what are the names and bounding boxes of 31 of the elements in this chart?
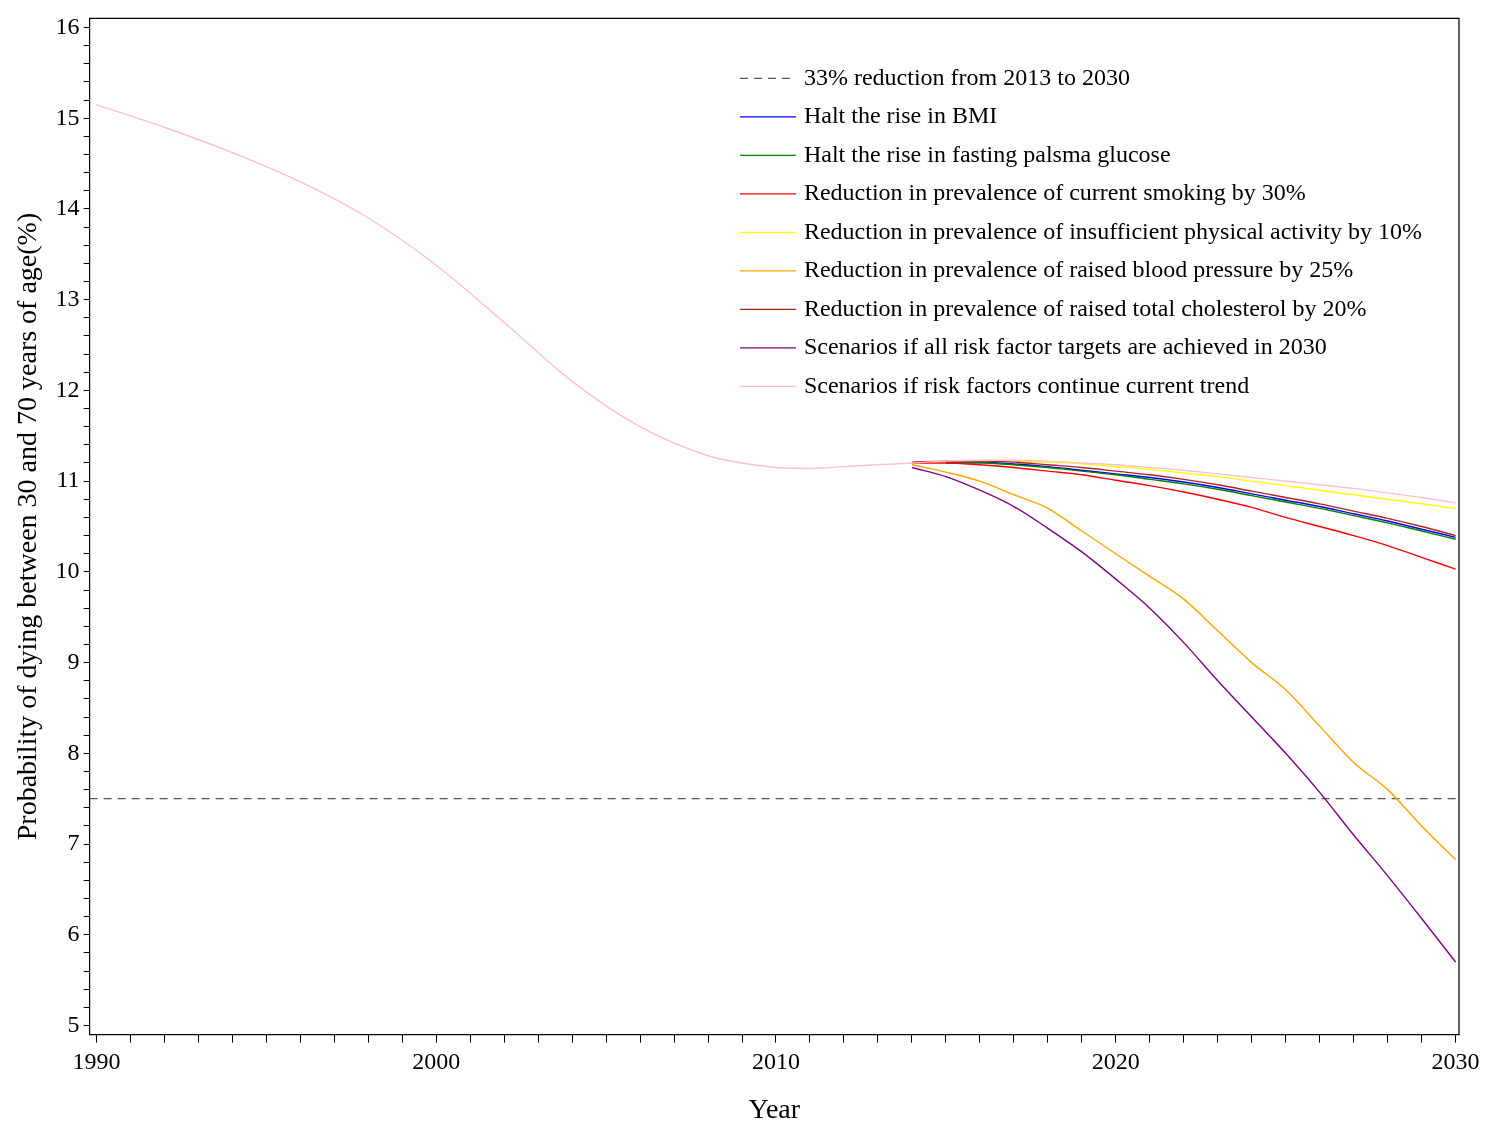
legend-label: Reduction in prevalence of raised blood pressure by 25% [803, 256, 1354, 283]
y-tick-label: 5 [67, 1010, 80, 1037]
legend-label: Reduction in prevalence of current smoking by 30% [803, 179, 1306, 206]
legend-label: 33% reduction from 2013 to 2030 [803, 63, 1130, 90]
x-tick-label: 2020 [1091, 1048, 1140, 1075]
legend-label: Reduction in prevalence of insufficient physical activity by 10% [803, 217, 1423, 244]
x-tick-label: 2030 [1431, 1048, 1480, 1075]
legend-label: Halt the rise in BMI [803, 102, 998, 129]
x-tick-label: 2000 [412, 1048, 461, 1075]
line-series [911, 466, 1457, 963]
y-tick-label: 6 [67, 920, 80, 947]
y-tick-label: 12 [55, 375, 80, 402]
line-series [911, 464, 1457, 861]
legend-label: Scenarios if risk factors continue current trend [803, 371, 1250, 398]
y-axis-title: Probability of dying between 30 and 70 years of age(%) [11, 212, 43, 841]
y-tick-label: 7 [67, 829, 80, 856]
y-tick-label: 11 [56, 466, 80, 493]
y-tick-label: 14 [55, 194, 80, 221]
legend-label: Halt the rise in fasting palsma glucose [803, 140, 1171, 167]
y-tick-label: 15 [55, 103, 80, 130]
y-tick-label: 9 [67, 647, 80, 674]
x-axis-title: Year [748, 1092, 801, 1124]
line-series [95, 103, 1457, 504]
legend-label: Reduction in prevalence of raised total cholesterol by 20% [803, 294, 1367, 321]
y-tick-label: 16 [55, 12, 80, 39]
x-tick-label: 1990 [72, 1048, 121, 1075]
y-tick-label: 10 [55, 557, 80, 584]
x-tick-label: 2010 [752, 1048, 800, 1075]
y-tick-label: 13 [55, 284, 80, 311]
y-tick-label: 8 [67, 738, 80, 765]
legend-label: Scenarios if all risk factor targets are achieved in 2030 [803, 333, 1327, 360]
